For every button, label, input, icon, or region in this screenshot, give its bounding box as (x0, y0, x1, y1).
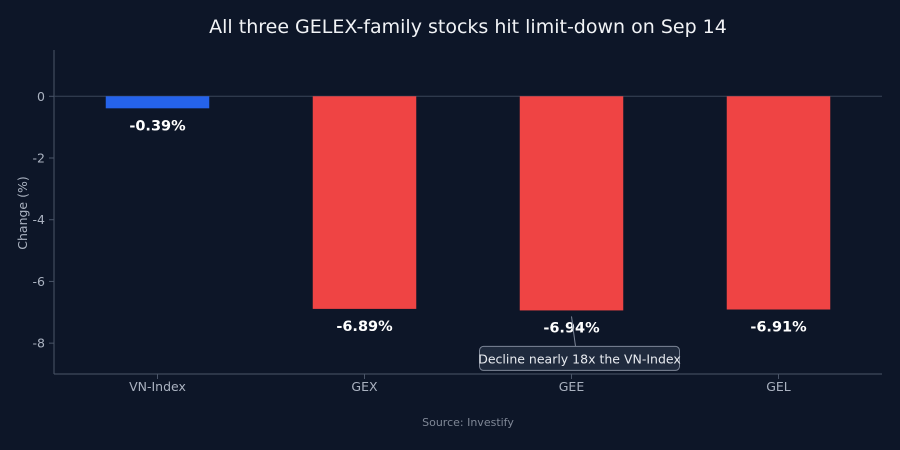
source-note: Source: Investify (422, 416, 514, 429)
data-label: -6.89% (336, 319, 393, 335)
x-tick-label: VN-Index (129, 379, 186, 394)
data-label: -6.94% (543, 320, 600, 336)
plot-area: 0 -2 -4 -6 -8 VN-Index -0.39% GEX -6.89% GEE -6.94… (33, 50, 882, 394)
y-tick-label: 0 (37, 89, 45, 104)
y-axis-title: Change (%) (15, 176, 30, 249)
annotation-box (479, 345, 680, 371)
bar-gex (312, 96, 417, 309)
bar-gee (519, 96, 624, 311)
y-tick-label: -4 (33, 212, 46, 227)
data-label: -6.91% (750, 320, 807, 336)
bar-vn-index (105, 96, 210, 109)
y-tick-label: -6 (33, 274, 46, 289)
bar-gel (726, 96, 831, 310)
data-label: -0.39% (129, 118, 186, 134)
x-tick-label: GEX (351, 379, 378, 394)
annotation-text: Decline nearly 18x the VN-Index (478, 351, 681, 366)
annotation-arrow (571, 316, 576, 347)
y-tick-label: -8 (33, 336, 46, 351)
x-tick-label: GEE (559, 379, 585, 394)
chart-title: All three GELEX-family stocks hit limit-… (209, 16, 727, 38)
y-tick-label: -2 (33, 151, 45, 166)
x-tick-label: GEL (766, 379, 791, 394)
